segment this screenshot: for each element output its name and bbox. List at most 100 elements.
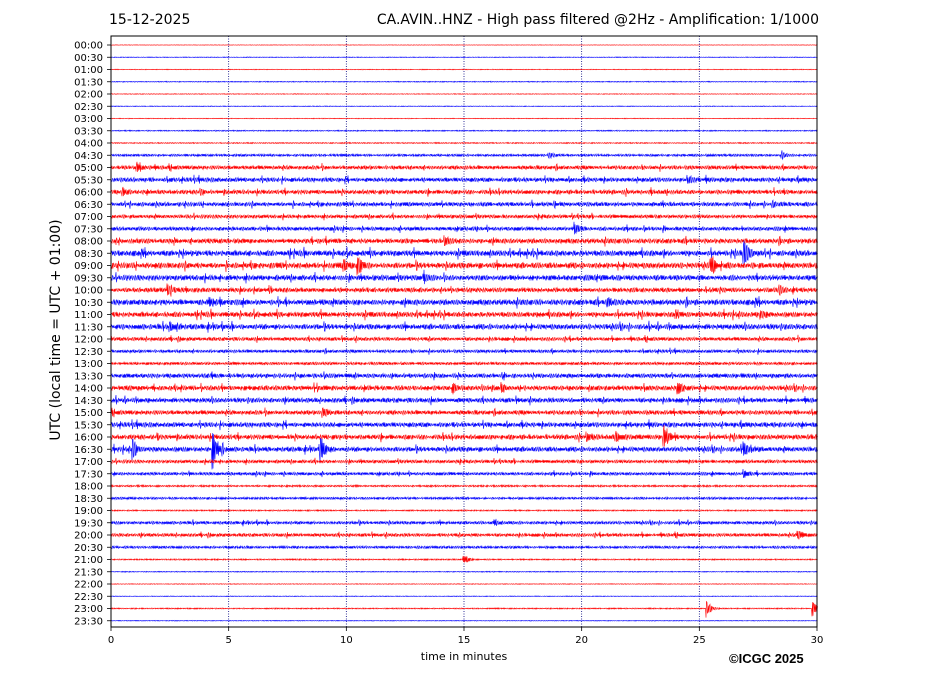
trace-2130 [110,570,818,573]
trace-0000 [110,44,818,46]
y-tick-label: 08:00 [74,237,103,248]
y-tick-label: 20:00 [74,531,103,542]
trace-0130 [110,80,818,83]
trace-1530 [110,419,818,431]
trace-1430 [110,394,818,406]
y-tick-label: 00:00 [74,41,103,52]
y-tick-label: 19:30 [74,518,103,529]
y-tick-label: 16:00 [74,433,103,444]
trace-0730 [110,221,818,235]
y-tick-label: 12:00 [74,335,103,346]
x-tick-label: 5 [225,635,231,646]
y-tick-label: 23:00 [74,604,103,615]
y-tick-label: 22:00 [74,580,103,591]
y-tick-label: 05:00 [74,163,103,174]
y-tick-label: 02:30 [74,102,103,113]
y-tick-label: 10:30 [74,298,103,309]
y-tick-label: 15:00 [74,408,103,419]
y-tick-label: 14:30 [74,396,103,407]
y-tick-label: 20:30 [74,543,103,554]
trace-1130 [110,320,818,333]
x-tick-label: 15 [458,635,471,646]
y-tick-label: 23:30 [74,616,103,627]
trace-1800 [110,483,818,489]
y-tick-label: 16:30 [74,445,103,456]
copyright-label: ©ICGC 2025 [729,651,804,666]
trace-lines [110,44,818,622]
y-tick-label: 01:00 [74,65,103,76]
trace-2330 [110,619,818,622]
trace-1600 [110,425,818,447]
trace-0900 [110,256,818,276]
y-tick-label: 11:30 [74,322,103,333]
x-tick-label: 10 [340,635,353,646]
x-axis-label: time in minutes [420,650,508,663]
trace-0800 [110,235,818,247]
y-tick-label: 07:00 [74,212,103,223]
trace-1230 [110,347,818,355]
trace-0600 [110,186,818,197]
y-tick-label: 04:00 [74,139,103,150]
trace-1030 [110,296,818,309]
y-tick-label: 18:00 [74,482,103,493]
x-tick-label: 25 [693,635,706,646]
x-axis-ticks: 0 5 10 15 20 25 30 [108,627,824,646]
y-tick-label: 13:00 [74,359,103,370]
y-tick-label: 15:30 [74,420,103,431]
y-tick-label: 14:00 [74,384,103,395]
trace-0530 [110,174,818,185]
y-tick-label: 05:30 [74,175,103,186]
trace-0500 [110,161,818,173]
trace-1100 [110,308,818,321]
trace-0300 [110,117,818,120]
trace-0330 [110,129,818,133]
date-label: 15-12-2025 [109,12,191,28]
trace-0230 [110,105,818,108]
trace-1730 [110,468,818,479]
y-tick-label: 18:30 [74,494,103,505]
y-tick-label: 12:30 [74,347,103,358]
y-tick-label: 22:30 [74,592,103,603]
y-tick-label: 06:00 [74,188,103,199]
y-tick-label: 09:30 [74,273,103,284]
y-tick-label: 08:30 [74,249,103,260]
trace-1300 [110,361,818,367]
trace-1930 [110,518,818,527]
y-tick-label: 10:00 [74,286,103,297]
y-tick-label: 02:00 [74,90,103,101]
trace-1830 [110,495,818,501]
x-tick-label: 0 [108,635,114,646]
trace-1330 [110,371,818,381]
y-tick-label: 09:00 [74,261,103,272]
trace-0930 [110,269,818,285]
y-tick-label: 00:30 [74,53,103,64]
trace-0030 [110,56,818,59]
y-tick-label: 19:00 [74,506,103,517]
y-tick-label: 06:30 [74,200,103,211]
trace-2030 [110,544,818,550]
trace-2300 [110,601,818,618]
trace-1900 [110,508,818,513]
y-tick-label: 03:30 [74,126,103,137]
x-tick-label: 30 [811,635,824,646]
chart-title: CA.AVIN..HNZ - High pass filtered @2Hz -… [376,12,819,28]
trace-1000 [110,283,818,297]
y-tick-label: 03:00 [74,114,103,125]
y-tick-label: 21:00 [74,555,103,566]
trace-2200 [110,583,818,585]
trace-0400 [110,141,818,145]
trace-0100 [110,68,818,71]
trace-2230 [110,595,818,598]
trace-0700 [110,212,818,221]
trace-1400 [110,382,818,395]
trace-2000 [110,530,818,540]
trace-1700 [110,457,818,466]
trace-0830 [110,240,818,264]
y-tick-label: 01:30 [74,77,103,88]
trace-0430 [110,150,818,161]
trace-1500 [110,407,818,418]
trace-0630 [110,199,818,210]
y-tick-label: 17:30 [74,469,103,480]
